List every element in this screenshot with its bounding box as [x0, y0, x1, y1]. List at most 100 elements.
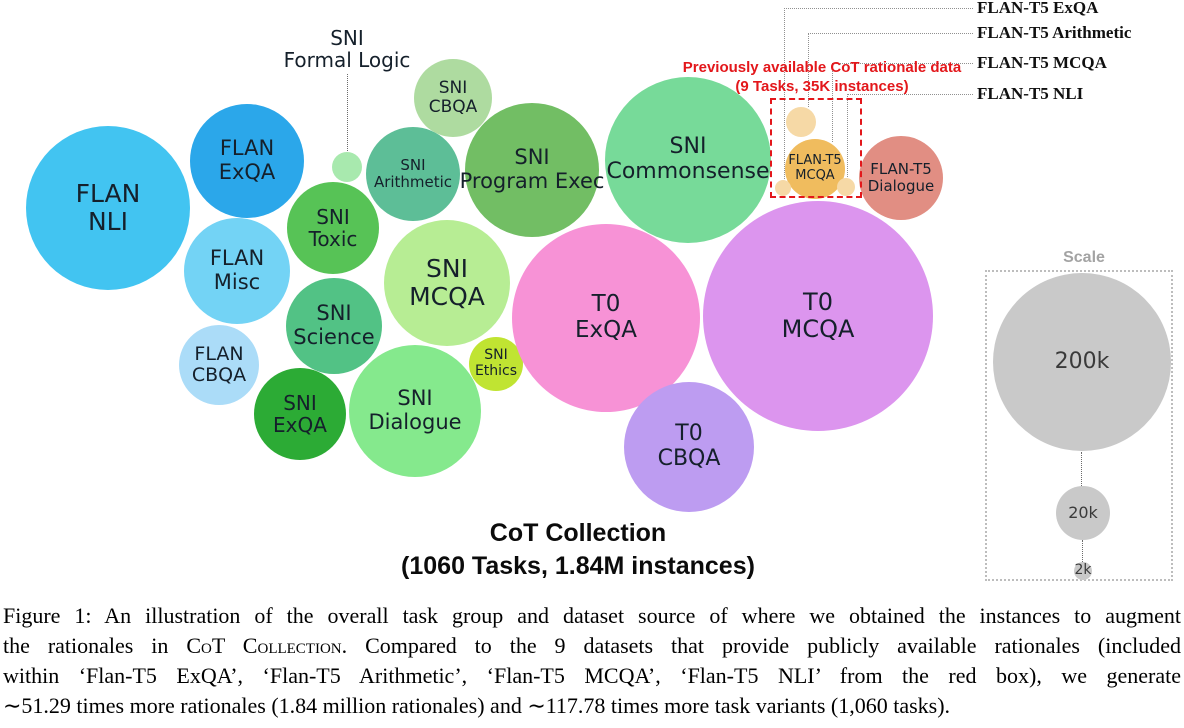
bubble-sni-cbqa-label: SNI — [438, 77, 468, 98]
bubble-flan-cbqa: FLAN CBQA — [179, 325, 259, 405]
bubble-flan-t5-exqa-dot — [786, 107, 816, 137]
scale-legend-box — [985, 270, 1173, 581]
caption-line-3: within ‘Flan-T5 ExQA’, ‘Flan-T5 Arithmet… — [3, 663, 1181, 688]
bubble-t0-mcqa: T0 MCQA — [703, 201, 933, 431]
leader-line-formal-logic — [347, 74, 348, 151]
leader-line-flan-t5-exqa-h — [784, 8, 973, 9]
bubble-flan-t5-mcqa-label: MCQA — [795, 168, 835, 183]
scale-200k: 200k — [993, 273, 1171, 451]
previously-available-box — [770, 98, 862, 198]
bubble-sni-arithmetic: SNI Arithmetic — [366, 127, 460, 221]
bubble-sni-formal-logic — [332, 152, 362, 182]
sni-formal-logic-label-line2: Formal Logic — [283, 48, 411, 72]
bubble-flan-misc-label: Misc — [213, 270, 261, 294]
figure-inner-title: CoT Collection (1060 Tasks, 1.84M instan… — [318, 517, 838, 583]
bubble-sni-cbqa-label: CBQA — [428, 97, 478, 117]
bubble-flan-cbqa-label: FLAN — [194, 342, 244, 365]
bubble-sni-toxic-label: SNI — [316, 204, 350, 229]
bubble-sni-commonsense-label: SNI — [669, 134, 707, 160]
bubble-flan-t5-mcqa: FLAN-T5 MCQA — [785, 139, 845, 199]
bubble-sni-ethics-label: SNI — [484, 347, 508, 364]
label-flan-t5-mcqa: FLAN-T5 MCQA — [977, 53, 1107, 72]
bubble-sni-ethics-label: Ethics — [474, 363, 518, 379]
caption-line-2-pre: the rationales in — [3, 633, 187, 658]
bubble-sni-exqa-label: SNI — [283, 390, 317, 415]
bubble-sni-exqa-label: ExQA — [273, 413, 327, 437]
bubble-sni-ethics: SNI Ethics — [469, 337, 523, 391]
bubble-flan-exqa-label: ExQA — [218, 160, 276, 184]
bubble-flan-t5-nli-dot — [837, 178, 855, 196]
leader-line-flan-t5-mcqa-h — [832, 63, 973, 64]
bubble-sni-program-exec-label: SNI — [514, 145, 550, 170]
bubble-flan-cbqa-label: CBQA — [191, 364, 247, 386]
scale-20k-label: 20k — [1068, 503, 1098, 523]
bubble-flan-t5-dialogue-label: Dialogue — [867, 177, 935, 195]
bubble-flan-exqa: FLAN ExQA — [190, 104, 304, 218]
bubble-sni-mcqa-label: MCQA — [409, 282, 485, 311]
figure-caption: Figure 1: An illustration of the overall… — [0, 601, 1184, 721]
bubble-t0-mcqa-label: T0 — [803, 288, 833, 317]
caption-line-2: the rationales in CoT Collection. Compar… — [3, 631, 1181, 661]
bubble-flan-t5-dialogue: FLAN-T5 Dialogue — [859, 136, 943, 220]
bubble-sni-cbqa: SNI CBQA — [414, 59, 492, 137]
bubble-sni-toxic-label: Toxic — [308, 227, 358, 251]
label-flan-t5-arithmetic: FLAN-T5 Arithmetic — [977, 23, 1132, 42]
bubble-sni-arithmetic-label: SNI — [400, 156, 426, 175]
leader-line-flan-t5-mcqa-v — [832, 63, 833, 142]
bubble-sni-program-exec-label: Program Exec — [459, 169, 605, 193]
caption-line-1: Figure 1: An illustration of the overall… — [3, 603, 1181, 628]
leader-line-flan-t5-exqa-v — [784, 8, 785, 179]
scale-20k: 20k — [1056, 486, 1110, 540]
previously-available-line2: (9 Tasks, 35K instances) — [735, 78, 909, 95]
previously-available-line1: Previously available CoT rationale data — [682, 59, 962, 76]
bubble-flan-nli-label: FLAN — [75, 179, 141, 208]
bubble-flan-exqa-label: FLAN — [219, 136, 275, 161]
bubble-sni-science-label: SNI — [316, 301, 352, 326]
bubble-t0-mcqa-label: MCQA — [781, 315, 855, 343]
scale-2k-label: 2k — [1074, 562, 1092, 579]
scale-connector-2 — [1082, 540, 1083, 562]
bubble-t0-exqa-label: T0 — [591, 291, 621, 318]
leader-line-flan-t5-nli-h — [847, 94, 973, 95]
scale-2k: 2k — [1074, 562, 1092, 580]
bubble-sni-science: SNI Science — [286, 278, 382, 374]
bubble-sni-dialogue-label: Dialogue — [368, 410, 462, 434]
bubble-sni-dialogue: SNI Dialogue — [349, 345, 481, 477]
bubble-flan-t5-mcqa-label: FLAN-T5 — [788, 153, 842, 169]
bubble-flan-nli-label: NLI — [87, 207, 128, 236]
caption-line-4: ∼51.29 times more rationales (1.84 milli… — [3, 693, 951, 718]
bubble-flan-t5-dialogue-label: FLAN-T5 — [870, 160, 932, 179]
bubble-t0-cbqa: T0 CBQA — [624, 382, 754, 512]
bubble-sni-dialogue-label: SNI — [397, 386, 433, 411]
scale-legend-title: Scale — [1063, 249, 1105, 266]
bubble-t0-cbqa-label: T0 — [675, 421, 703, 447]
sni-formal-logic-label-line1: SNI — [330, 26, 364, 50]
bubble-sni-commonsense-label: Commonsense — [606, 159, 770, 184]
bubble-chart-figure: FLAN NLI FLAN ExQA FLAN Misc FLAN CBQA SNI CBQA SN… — [26, 0, 1173, 583]
bubble-sni-science-label: Science — [293, 325, 375, 349]
caption-line-2-post: . Compared to the 9 datasets that provid… — [341, 633, 1182, 658]
previously-available-annotation: Previously available CoT rationale data … — [660, 58, 984, 96]
bubble-flan-nli: FLAN NLI — [26, 126, 190, 290]
bubble-sni-mcqa-label: SNI — [426, 254, 468, 283]
bubble-sni-arithmetic-label: Arithmetic — [373, 173, 453, 191]
bubble-t0-exqa-label: ExQA — [575, 317, 637, 343]
label-flan-t5-nli: FLAN-T5 NLI — [977, 84, 1084, 103]
leader-line-flan-t5-arithmetic-h — [808, 33, 973, 34]
bubble-sni-toxic: SNI Toxic — [287, 182, 379, 274]
bubble-sni-exqa: SNI ExQA — [254, 368, 346, 460]
bubble-t0-cbqa-label: CBQA — [657, 446, 721, 471]
bubble-flan-misc: FLAN Misc — [184, 218, 290, 324]
bubble-sni-mcqa: SNI MCQA — [384, 220, 510, 346]
leader-line-flan-t5-nli-v — [847, 94, 848, 177]
figure-inner-title-line2: (1060 Tasks, 1.84M instances) — [401, 552, 755, 580]
caption-smallcaps-cot-collection: CoT Collection — [186, 633, 342, 658]
bubble-t0-exqa: T0 ExQA — [512, 224, 700, 412]
figure-inner-title-line1: CoT Collection — [489, 519, 667, 547]
label-flan-t5-exqa: FLAN-T5 ExQA — [977, 0, 1099, 17]
bubble-sni-program-exec: SNI Program Exec — [460, 103, 604, 237]
bubble-flan-t5-arith-dot — [775, 180, 791, 196]
bubble-sni-commonsense: SNI Commonsense — [605, 77, 771, 243]
leader-line-flan-t5-arithmetic-v — [808, 33, 809, 107]
